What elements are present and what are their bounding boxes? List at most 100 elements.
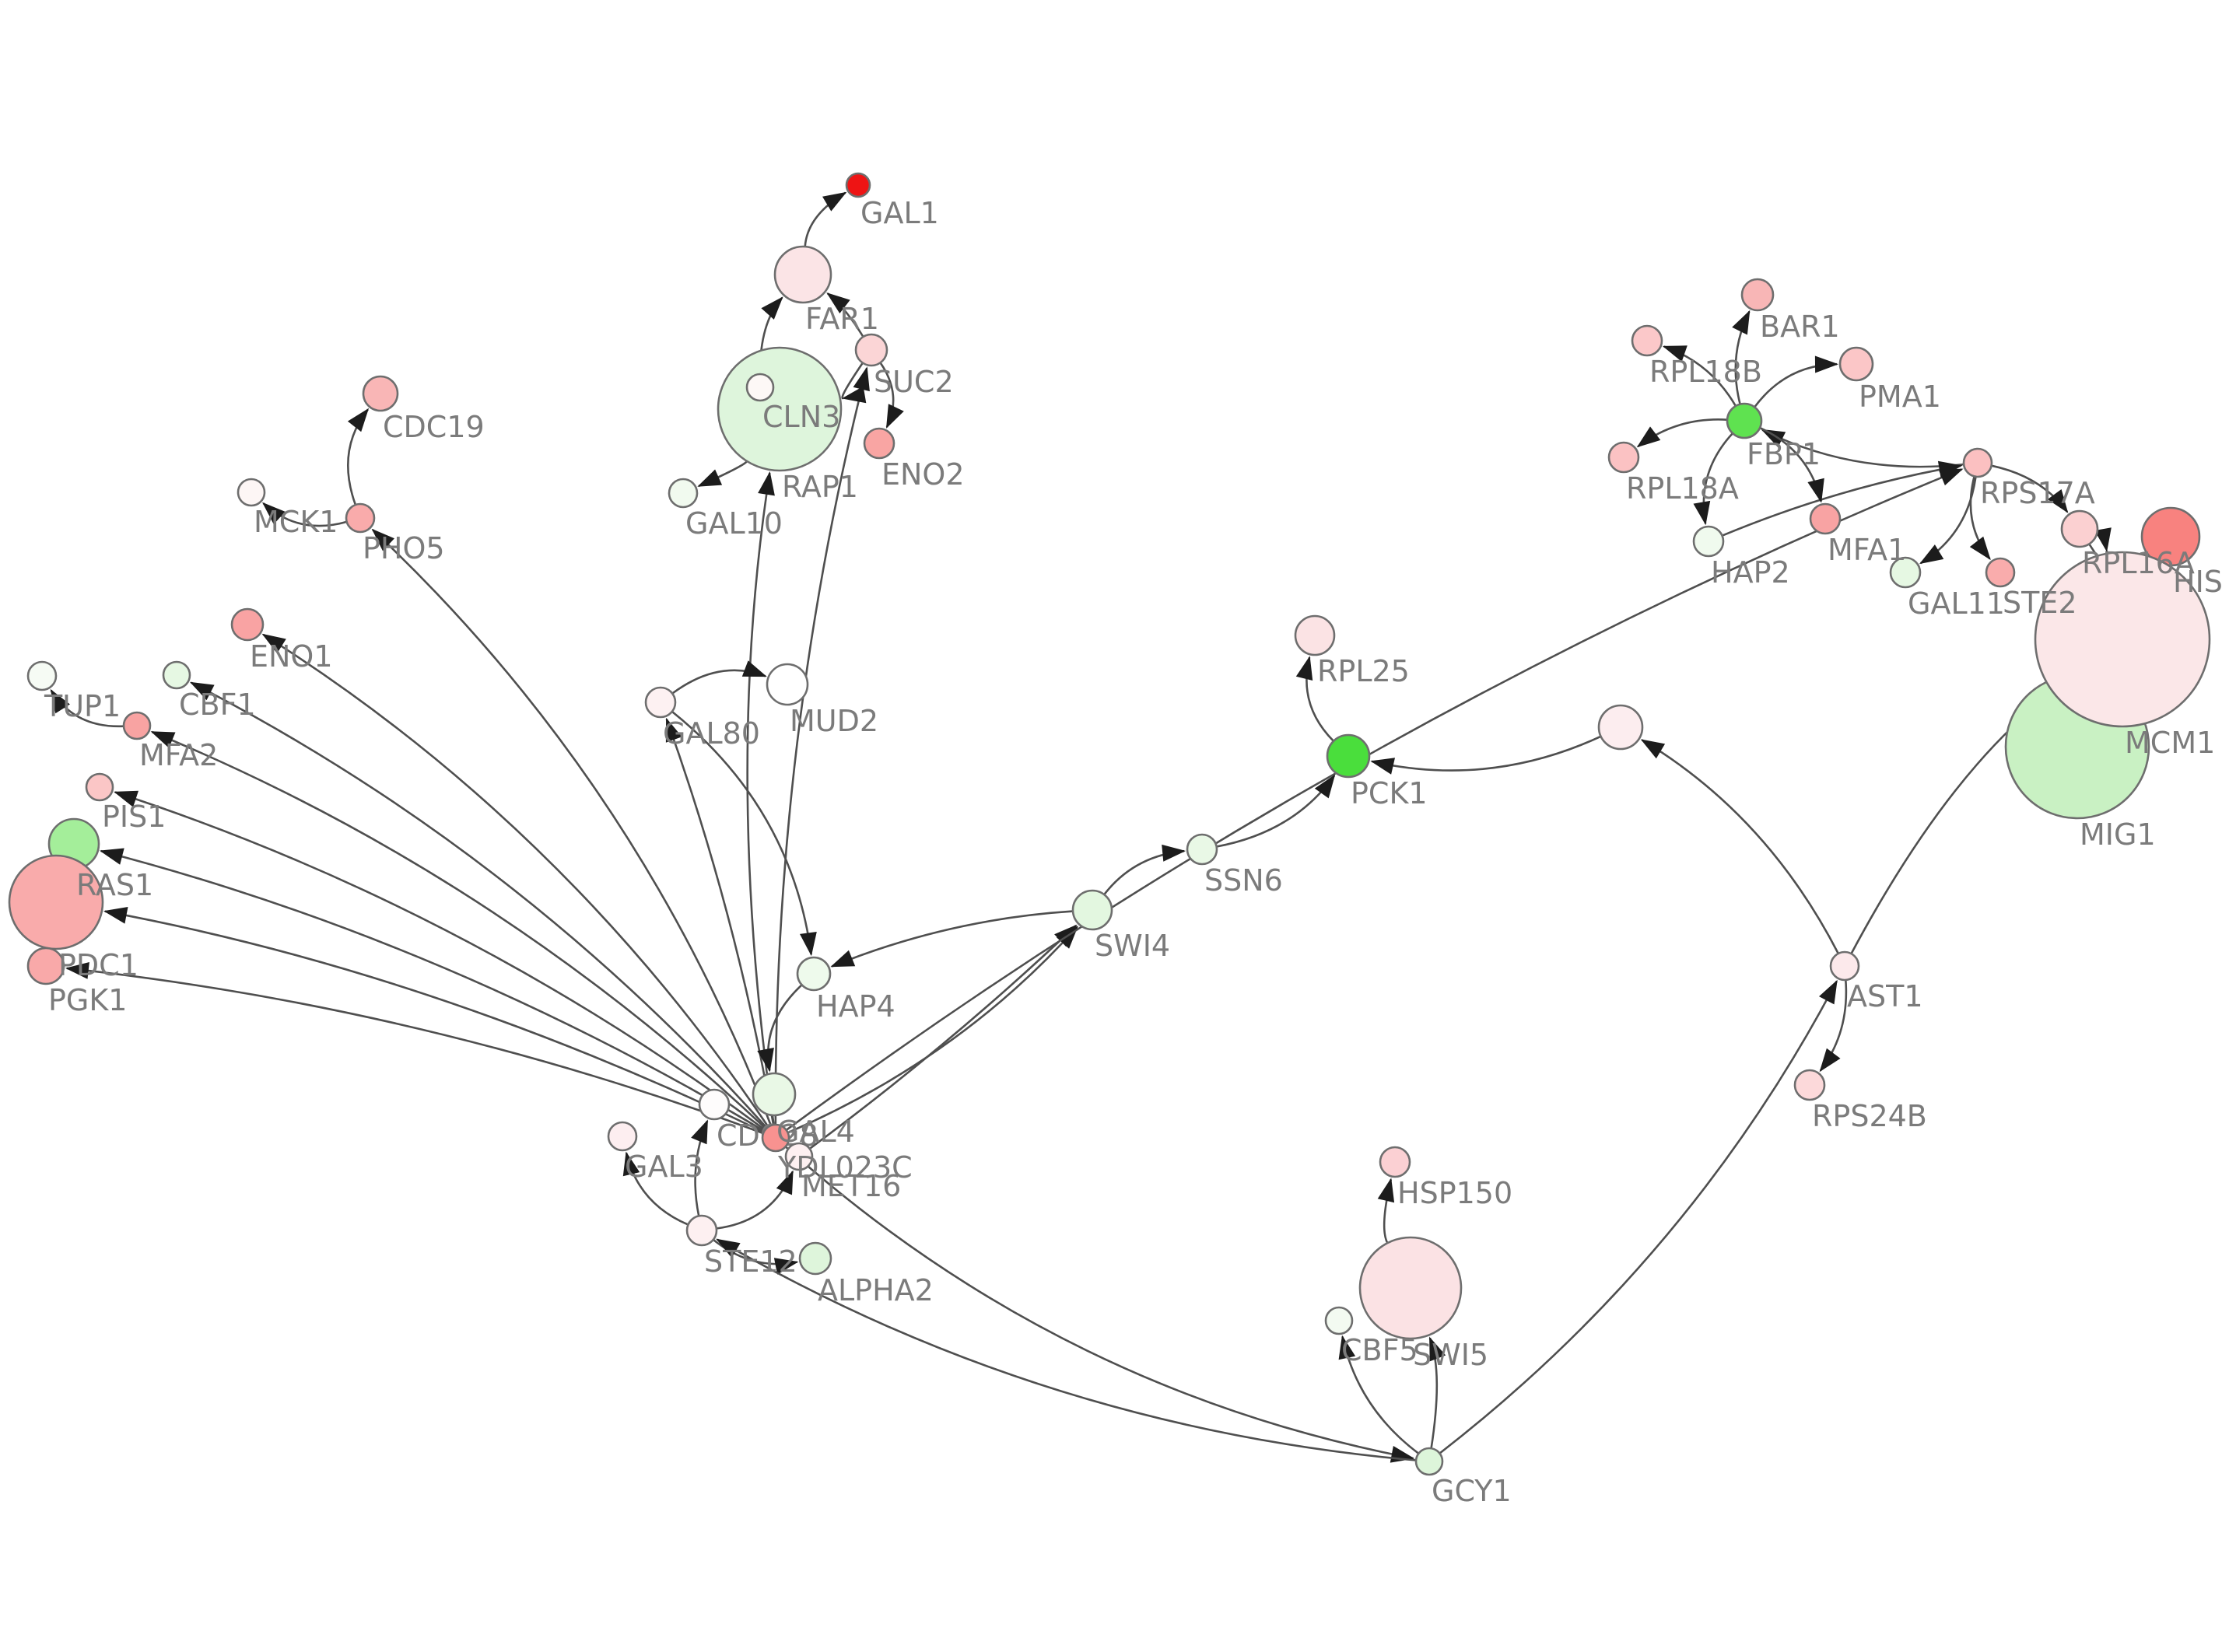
node-HAP4[interactable] — [796, 956, 832, 992]
node-HAP2[interactable] — [1692, 525, 1725, 558]
arrowhead-YDL023C-CBF1 — [189, 681, 215, 701]
node-FAR1[interactable] — [773, 245, 832, 304]
node-GAL80[interactable] — [644, 686, 677, 719]
edge-SSN6-PCK1[interactable] — [1216, 775, 1336, 848]
edge-AST1-PINK1[interactable] — [1641, 739, 1839, 954]
node-GAL1[interactable] — [845, 172, 871, 198]
node-CLN3[interactable] — [745, 373, 775, 402]
node-MET16[interactable] — [784, 1142, 814, 1171]
node-MCM1[interactable] — [2034, 551, 2211, 728]
node-label-RPL18A: RPL18A — [1626, 471, 1739, 506]
node-label-CDC19: CDC19 — [383, 410, 485, 444]
node-GCY1[interactable] — [1414, 1447, 1444, 1476]
node-label-ENO2: ENO2 — [881, 457, 965, 492]
node-MUD2[interactable] — [766, 663, 809, 706]
edge-GCY1-STE12[interactable] — [717, 1238, 1417, 1461]
node-label-RPS17A: RPS17A — [1980, 476, 2095, 510]
node-CDC19[interactable] — [362, 375, 399, 412]
edge-YDL023C-PIS1[interactable] — [114, 791, 766, 1131]
edge-YDL023C-GCY1[interactable] — [784, 1146, 1414, 1460]
edge-YDL023C-ENO1[interactable] — [262, 633, 769, 1128]
edge-RPS17A-GAL11[interactable] — [1920, 476, 1977, 565]
node-RPS24B[interactable] — [1793, 1069, 1826, 1101]
edge-RPS17A-FBP1[interactable] — [1761, 429, 1964, 468]
arrowhead-RPL16A-MCM1 — [2094, 527, 2112, 552]
node-label-PDC1: PDC1 — [58, 948, 138, 982]
node-GAL11[interactable] — [1889, 556, 1922, 589]
node-SUC2[interactable] — [854, 333, 888, 367]
edge-YDL023C-RAP1[interactable] — [746, 472, 775, 1125]
node-PMA1[interactable] — [1838, 346, 1874, 382]
node-label-GAL11: GAL11 — [1908, 586, 2005, 621]
node-FBP1[interactable] — [1726, 402, 1763, 439]
node-STE2[interactable] — [1985, 557, 2016, 588]
node-AST1[interactable] — [1829, 950, 1860, 982]
node-PDC1[interactable] — [8, 854, 104, 950]
node-MFA1[interactable] — [1809, 502, 1842, 535]
node-PCK1[interactable] — [1326, 733, 1371, 779]
edge-GAL80-HAP4[interactable] — [671, 710, 812, 955]
node-label-AST1: AST1 — [1847, 979, 1923, 1013]
edge-YDL023C-MFA2[interactable] — [151, 730, 767, 1130]
node-GAL3[interactable] — [607, 1121, 638, 1152]
node-MCK1[interactable] — [237, 478, 266, 507]
node-label-RPL25: RPL25 — [1317, 654, 1410, 688]
node-SSN6[interactable] — [1186, 833, 1218, 866]
node-RPL16A[interactable] — [2060, 509, 2099, 548]
node-label-MCM1: MCM1 — [2125, 726, 2215, 760]
node-TUP1[interactable] — [26, 660, 58, 691]
node-HSP150[interactable] — [1379, 1146, 1411, 1178]
node-label-PIS1: PIS1 — [102, 800, 166, 834]
node-SWI5[interactable] — [1358, 1236, 1463, 1340]
node-CBF5[interactable] — [1324, 1306, 1354, 1335]
edge-YDL023C-PHO5[interactable] — [372, 529, 773, 1126]
node-YDL023C[interactable] — [761, 1123, 790, 1153]
node-RPS17A[interactable] — [1962, 447, 1993, 478]
node-STE12[interactable] — [685, 1214, 718, 1247]
node-label-MCK1: MCK1 — [254, 505, 338, 539]
node-GAL10[interactable] — [668, 478, 699, 509]
node-RPL18B[interactable] — [1631, 324, 1663, 357]
arrowhead-GCY1-AST1 — [1819, 979, 1838, 1005]
edge-YDL023C-GAL80[interactable] — [665, 719, 775, 1125]
edge-GCY1-AST1[interactable] — [1439, 980, 1838, 1454]
node-SWI4[interactable] — [1071, 889, 1113, 931]
edge-HAP4-GAL4[interactable] — [766, 984, 803, 1071]
node-PINK1[interactable] — [1597, 704, 1644, 751]
node-GAL4[interactable] — [752, 1072, 797, 1117]
node-ALPHA2[interactable] — [798, 1241, 832, 1276]
node-RAP1[interactable] — [717, 346, 843, 472]
node-HIS4[interactable] — [2140, 506, 2201, 567]
node-PHO5[interactable] — [345, 502, 376, 534]
edge-YDL023C-PDC1[interactable] — [104, 910, 765, 1133]
edge-PINK1-PCK1[interactable] — [1371, 735, 1602, 772]
node-label-PGK1: PGK1 — [48, 983, 127, 1017]
edge-MET16-SWI4[interactable] — [808, 925, 1077, 1150]
edge-SWI4-HAP4[interactable] — [831, 910, 1074, 968]
edge-HAP2-RPS17A[interactable] — [1722, 464, 1961, 537]
node-label-MUD2: MUD2 — [790, 704, 878, 738]
node-BAR1[interactable] — [1740, 278, 1775, 312]
arrowhead-RPS17A-GAL11 — [1919, 544, 1944, 565]
node-PIS1[interactable] — [85, 772, 114, 802]
node-RPL25[interactable] — [1294, 614, 1336, 656]
edge-YDL023C-PGK1[interactable] — [66, 967, 764, 1135]
arrowhead-HAP2-RPS17A — [1937, 460, 1963, 478]
node-ENO2[interactable] — [863, 427, 895, 460]
edge-FBP1-PMA1[interactable] — [1754, 362, 1838, 408]
node-PGK1[interactable] — [26, 947, 65, 985]
node-MFA2[interactable] — [122, 711, 152, 740]
node-CDC28[interactable] — [698, 1088, 731, 1121]
edge-YDL023C-CBF1[interactable] — [191, 681, 768, 1129]
node-label-GAL3: GAL3 — [625, 1150, 703, 1184]
node-ENO1[interactable] — [230, 607, 265, 642]
node-RPL18A[interactable] — [1607, 441, 1640, 474]
node-label-PHO5: PHO5 — [363, 531, 445, 565]
node-label-GAL4: GAL4 — [776, 1115, 855, 1149]
node-CBF1[interactable] — [162, 660, 191, 690]
edge-YDL023C-SWI4[interactable] — [787, 926, 1078, 1134]
edge-YDL023C-SUC2[interactable] — [774, 367, 868, 1125]
edge-YDL023C-RAS1[interactable] — [100, 849, 766, 1132]
arrowhead-SWI4-SSN6 — [1162, 844, 1186, 862]
arrowhead-YDL023C-SUC2 — [853, 366, 870, 392]
